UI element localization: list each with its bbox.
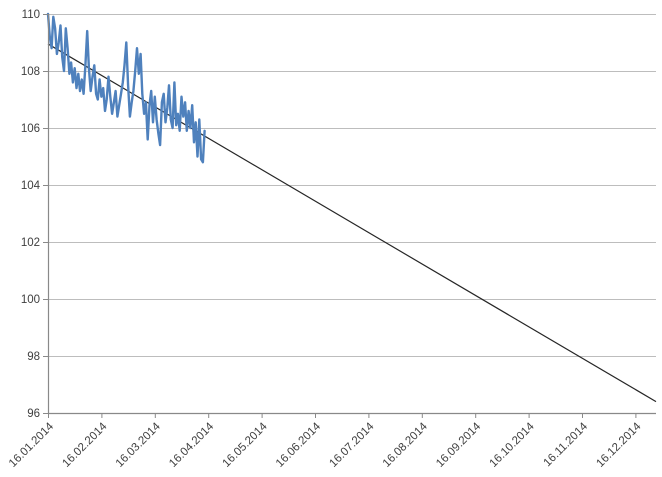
series-daily-values [46,12,206,164]
x-axis-tick-label: 16.09.2014 [434,420,484,470]
x-axis-tick-label: 16.10.2014 [488,420,538,470]
x-axis-tick-label: 16.04.2014 [167,420,217,470]
x-axis-tick-label: 16.06.2014 [274,420,324,470]
y-axis-tick-label: 106 [21,123,40,135]
y-axis-tick-label: 96 [27,408,40,420]
x-axis-tick-label: 16.05.2014 [221,420,271,470]
x-axis-tick-label: 16.11.2014 [542,420,591,469]
y-axis-tick-label: 108 [21,66,40,78]
x-axis-tick-label: 16.12.2014 [594,420,644,470]
y-axis-tick-label: 104 [21,180,41,192]
x-axis-tick-label: 16.01.2014 [7,420,57,470]
linear-trendline [47,43,657,403]
y-axis-tick-label: 110 [22,9,40,21]
x-axis-tick-label: 16.02.2014 [60,420,110,470]
x-axis-tick-label: 16.08.2014 [381,420,431,470]
y-axis-tick-label: 102 [21,237,40,249]
y-axis-tick-label: 98 [27,351,40,363]
x-axis-tick-label: 16.03.2014 [114,420,164,470]
y-axis-tick-label: 100 [21,294,40,306]
x-axis-tick-label: 16.07.2014 [327,420,377,470]
